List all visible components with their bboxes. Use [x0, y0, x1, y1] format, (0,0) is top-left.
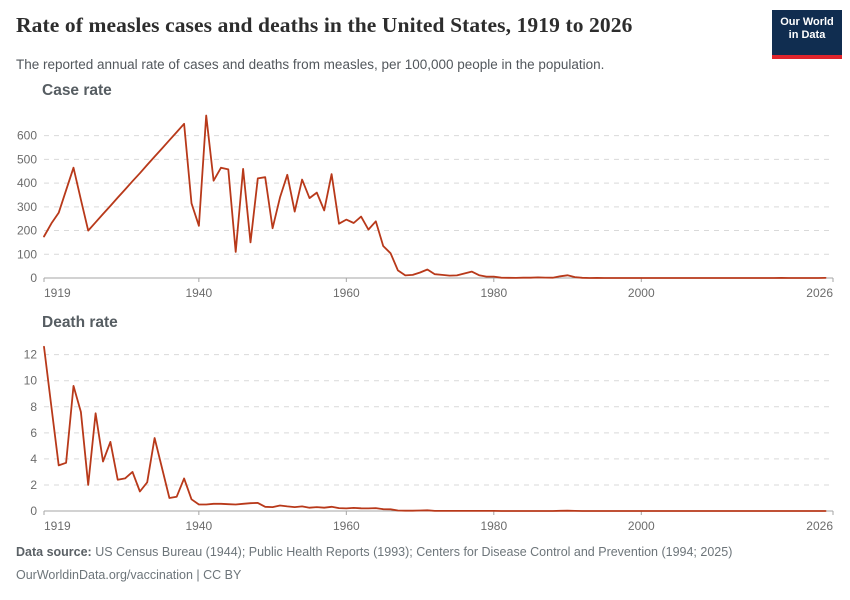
case-rate-section-title: Case rate: [42, 82, 112, 99]
svg-text:2000: 2000: [628, 519, 655, 533]
owid-logo[interactable]: Our World in Data: [772, 10, 842, 59]
svg-text:2: 2: [30, 478, 37, 492]
death-rate-section-title: Death rate: [42, 314, 118, 331]
svg-text:1960: 1960: [333, 519, 360, 533]
data-source-text: US Census Bureau (1944); Public Health R…: [91, 545, 733, 559]
data-source-label: Data source:: [16, 545, 92, 559]
svg-text:1980: 1980: [480, 519, 507, 533]
svg-text:200: 200: [17, 224, 37, 238]
data-source-line: Data source: US Census Bureau (1944); Pu…: [16, 545, 732, 559]
svg-text:2026: 2026: [806, 286, 833, 300]
logo-line1: Our World: [780, 16, 834, 28]
svg-text:12: 12: [24, 348, 38, 362]
page-title: Rate of measles cases and deaths in the …: [16, 13, 633, 37]
svg-text:0: 0: [30, 504, 37, 518]
svg-text:2000: 2000: [628, 286, 655, 300]
svg-text:600: 600: [17, 129, 37, 143]
citation-link[interactable]: OurWorldinData.org/vaccination: [16, 568, 193, 582]
svg-text:1980: 1980: [480, 286, 507, 300]
svg-text:4: 4: [30, 452, 37, 466]
case-rate-chart: 0 100 200 300 400 500 600 1919 1940 1960 1980 2000 2…: [17, 114, 834, 300]
svg-text:6: 6: [30, 426, 37, 440]
svg-text:1960: 1960: [333, 286, 360, 300]
svg-text:10: 10: [24, 374, 38, 388]
svg-text:1940: 1940: [185, 519, 212, 533]
svg-text:2026: 2026: [806, 519, 833, 533]
license-label: CC BY: [203, 568, 242, 582]
citation-line: OurWorldinData.org/vaccination | CC BY: [16, 568, 241, 582]
logo-line2: in Data: [788, 29, 826, 41]
svg-text:1919: 1919: [44, 286, 71, 300]
svg-text:500: 500: [17, 152, 37, 166]
svg-text:8: 8: [30, 400, 37, 414]
svg-text:0: 0: [30, 271, 37, 285]
death-rate-chart: 0 2 4 6 8 10 12 1919 1940 1960 1980 2000 2026: [24, 345, 834, 533]
svg-text:400: 400: [17, 176, 37, 190]
svg-text:1940: 1940: [185, 286, 212, 300]
svg-text:1919: 1919: [44, 519, 71, 533]
svg-text:300: 300: [17, 200, 37, 214]
chart-subtitle: The reported annual rate of cases and de…: [16, 57, 605, 72]
citation-separator: |: [192, 568, 204, 582]
svg-text:100: 100: [17, 247, 37, 261]
